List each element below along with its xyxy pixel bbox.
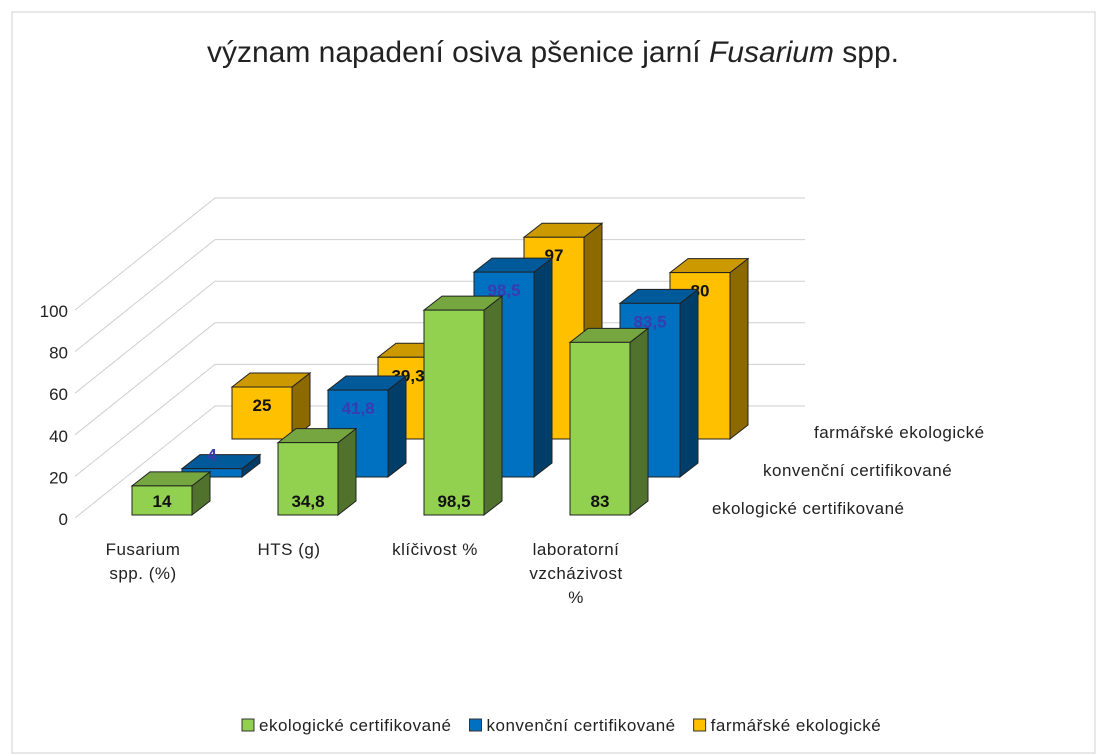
grid-line bbox=[74, 280, 805, 394]
chart-title: význam napadení osiva pšenice jarní Fusa… bbox=[207, 36, 899, 69]
bar bbox=[422, 295, 504, 517]
data-label: 4 bbox=[207, 446, 217, 465]
grid-line bbox=[74, 239, 805, 352]
bar-side bbox=[337, 427, 357, 517]
legend-swatch bbox=[468, 718, 482, 732]
data-label: 25 bbox=[253, 396, 272, 415]
y-tick-label: 100 bbox=[40, 302, 68, 321]
bar-front bbox=[231, 386, 293, 440]
y-tick-label: 40 bbox=[49, 427, 68, 446]
bar-side bbox=[533, 257, 553, 479]
bar-front bbox=[277, 442, 339, 516]
bar-side bbox=[679, 288, 699, 479]
title-part: význam napadení osiva pšenice jarní bbox=[207, 36, 709, 69]
y-tick-label: 0 bbox=[59, 510, 68, 529]
legend-swatch bbox=[241, 718, 255, 732]
x-tick-label: klíčivost % bbox=[392, 540, 478, 559]
x-tick-label: laboratorní vzcházivost % bbox=[529, 540, 623, 607]
bar bbox=[180, 453, 262, 479]
legend-swatch bbox=[693, 718, 707, 732]
data-label: 98,5 bbox=[487, 281, 520, 300]
data-label: 41,8 bbox=[341, 399, 374, 418]
data-label: 98,5 bbox=[437, 492, 470, 511]
data-label: 83 bbox=[591, 492, 610, 511]
grid-line bbox=[74, 197, 805, 311]
title-part: Fusarium bbox=[709, 36, 834, 69]
bar-side bbox=[729, 257, 749, 441]
depth-label: farmářské ekologické bbox=[814, 423, 985, 442]
bar bbox=[472, 257, 554, 479]
data-label: 34,8 bbox=[291, 492, 324, 511]
x-tick-label: Fusarium spp. (%) bbox=[105, 540, 181, 583]
bar-front bbox=[131, 485, 193, 516]
y-tick-label: 60 bbox=[49, 385, 68, 404]
bar-side bbox=[387, 375, 407, 479]
bar-front bbox=[569, 341, 631, 516]
data-label: 83,5 bbox=[633, 312, 666, 331]
bar bbox=[230, 371, 312, 441]
legend-label: farmářské ekologické bbox=[711, 716, 882, 735]
bar-side bbox=[629, 327, 649, 517]
y-tick-label: 20 bbox=[49, 468, 68, 487]
data-label: 14 bbox=[153, 492, 172, 511]
bar bbox=[130, 470, 212, 517]
bar-front bbox=[423, 309, 485, 516]
x-tick-label: HTS (g) bbox=[257, 540, 321, 559]
bar-side bbox=[483, 295, 503, 517]
depth-label: ekologické certifikované bbox=[712, 499, 904, 518]
y-tick-label: 80 bbox=[49, 344, 68, 363]
bar bbox=[568, 327, 650, 517]
bar bbox=[276, 427, 358, 517]
depth-label: konvenční certifikované bbox=[763, 461, 952, 480]
title-part: spp. bbox=[834, 36, 899, 69]
legend-label: ekologické certifikované bbox=[259, 716, 451, 735]
legend-label: konvenční certifikované bbox=[486, 716, 675, 735]
grid-line bbox=[74, 322, 805, 436]
